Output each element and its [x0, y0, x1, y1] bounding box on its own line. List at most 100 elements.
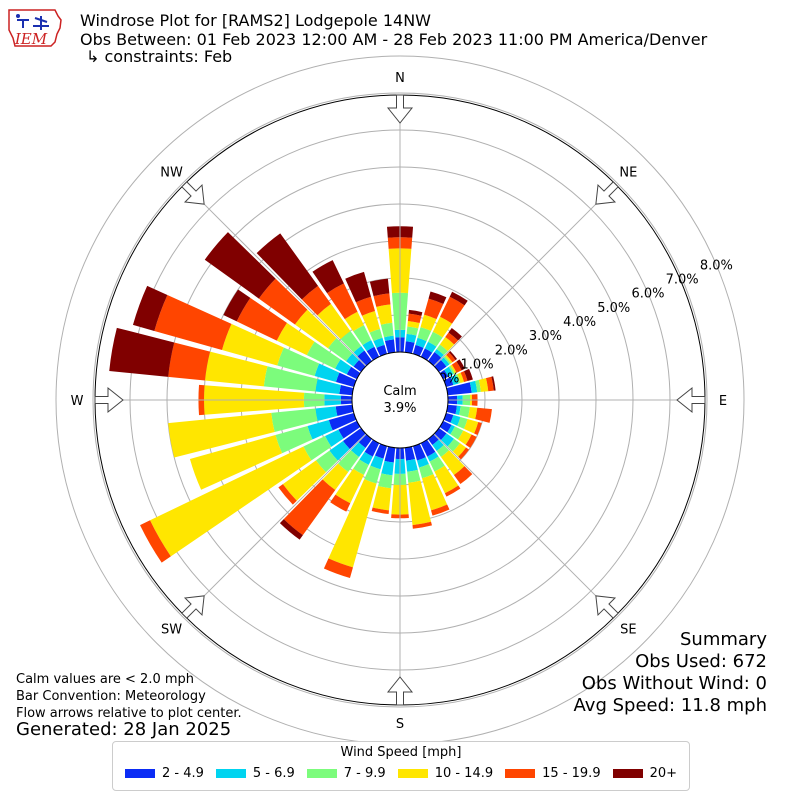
rose-bar-segment [406, 459, 418, 472]
rose-bar-segment [301, 285, 331, 316]
legend-label: 5 - 6.9 [252, 766, 295, 781]
rose-bar-segment [478, 378, 489, 392]
rose-bar-segment [345, 353, 360, 367]
rose-bar-segment [455, 405, 461, 416]
rose-bar-segment [303, 436, 332, 461]
rose-bar-segment [443, 356, 451, 365]
rose-bar-segment [154, 294, 232, 350]
rose-bar-segment [315, 379, 341, 394]
rose-bar-segment [366, 346, 380, 361]
rose-bar-segment [315, 406, 338, 421]
rose-bar-segment [443, 412, 454, 423]
flow-arrow-icon [94, 386, 124, 414]
legend: Wind Speed [mph] 2 - 4.9 5 - 6.9 7 - 9.9… [112, 741, 690, 791]
rose-bar-segment [358, 434, 372, 448]
rose-bar-segment [491, 376, 496, 391]
rose-bar-segment [353, 360, 366, 372]
summary-box: Summary Obs Used: 672 Obs Without Wind: … [574, 629, 767, 717]
rose-bar-segment [338, 420, 361, 439]
radial-tick-label: 7.0% [666, 273, 699, 288]
rose-bar-segment [432, 439, 444, 451]
rose-bar-segment [429, 456, 445, 472]
rose-bar-segment [447, 438, 461, 452]
rose-bar-segment [455, 374, 461, 384]
logo-dot [16, 14, 20, 18]
rose-bar-segment [448, 350, 458, 361]
rose-bar-segment [353, 325, 372, 346]
rose-bar-segment [376, 304, 393, 325]
rose-bar-segment [450, 374, 459, 386]
rose-bar-segment [329, 440, 350, 461]
rose-bar-segment [450, 426, 464, 440]
rose-bar-segment [485, 376, 494, 392]
rose-bar-segment [322, 463, 349, 491]
spoke-line [433, 183, 617, 367]
legend-label: 2 - 4.9 [161, 766, 204, 781]
rose-bar-segment [424, 298, 444, 320]
rose-bar-segment [277, 347, 320, 376]
rose-bar-segment [361, 311, 381, 333]
rose-bar-segment [446, 382, 472, 396]
legend-label: 10 - 14.9 [434, 766, 494, 781]
rose-bar-segment [350, 442, 366, 458]
flow-arrows [94, 94, 706, 706]
rose-bar-segment [335, 372, 357, 388]
compass-label: NW [160, 166, 183, 181]
rose-bar-segment [463, 418, 479, 434]
rose-bar-segment [432, 316, 453, 338]
compass-label: S [396, 717, 404, 732]
rose-bar-segment [359, 451, 373, 465]
rose-bar-segment [345, 271, 371, 303]
radial-tick-label: 6.0% [631, 287, 664, 302]
rose-bar-segment [346, 366, 361, 380]
radial-tick-label: 3.0% [529, 329, 562, 344]
summary-obs-without-wind: Obs Without Wind: 0 [581, 673, 767, 694]
rose-bar-segment [463, 368, 473, 382]
rose-bar-segment [439, 369, 449, 380]
rose-bar-segment [451, 361, 462, 373]
rose-bar-segment [306, 341, 341, 369]
rose-bar-segment [384, 446, 396, 463]
rose-bar-segment [446, 404, 457, 415]
rose-bar-segment [278, 484, 297, 505]
rose-bar-segment [428, 291, 447, 304]
rose-bar-segment [372, 485, 392, 511]
rose-bar-segment [323, 558, 353, 579]
rose-bar-segment [428, 352, 442, 366]
rose-bar-segment [373, 293, 391, 307]
rose-bar-segment [434, 360, 447, 372]
rose-bar-segment [469, 380, 478, 393]
rose-bar-segment [445, 332, 459, 345]
rose-bar-segment [373, 337, 385, 348]
rose-bar-segment [427, 451, 439, 462]
rose-bar-segment [453, 466, 473, 485]
logo-map-mark [17, 16, 49, 30]
rose-bar-segment [376, 344, 388, 357]
rose-bar-segment [444, 366, 454, 377]
rose-bar-segment [440, 433, 455, 447]
rose-bar-segment [450, 414, 461, 426]
summary-heading: Summary [680, 629, 767, 650]
legend-item: 10 - 14.9 [397, 766, 494, 781]
rose-bar-segment [457, 416, 468, 429]
rose-bar-segment [236, 297, 287, 341]
rose-bar-segment [355, 296, 375, 316]
rose-bar-segment [374, 443, 388, 459]
rose-bar-segment [412, 344, 424, 357]
rose-bar-segment [447, 424, 455, 435]
compass-label: W [71, 394, 84, 409]
rose-bar-segment [450, 364, 457, 374]
rose-bar-segment [407, 469, 421, 483]
rose-bar-segment [327, 283, 358, 320]
rose-bar-segment [327, 338, 353, 362]
rose-bar-segment [439, 420, 452, 433]
chart-notes: Calm values are < 2.0 mph Bar Convention… [16, 671, 242, 722]
rose-bar-segment [204, 232, 276, 299]
rose-bar-segment [404, 341, 415, 354]
bar-convention-note: Bar Convention: Meteorology [16, 689, 206, 704]
rose-bar-segment [357, 350, 372, 366]
rose-bar-segment [404, 446, 416, 461]
rose-bar-segment [440, 296, 465, 324]
rose-bar-segment [221, 323, 284, 366]
